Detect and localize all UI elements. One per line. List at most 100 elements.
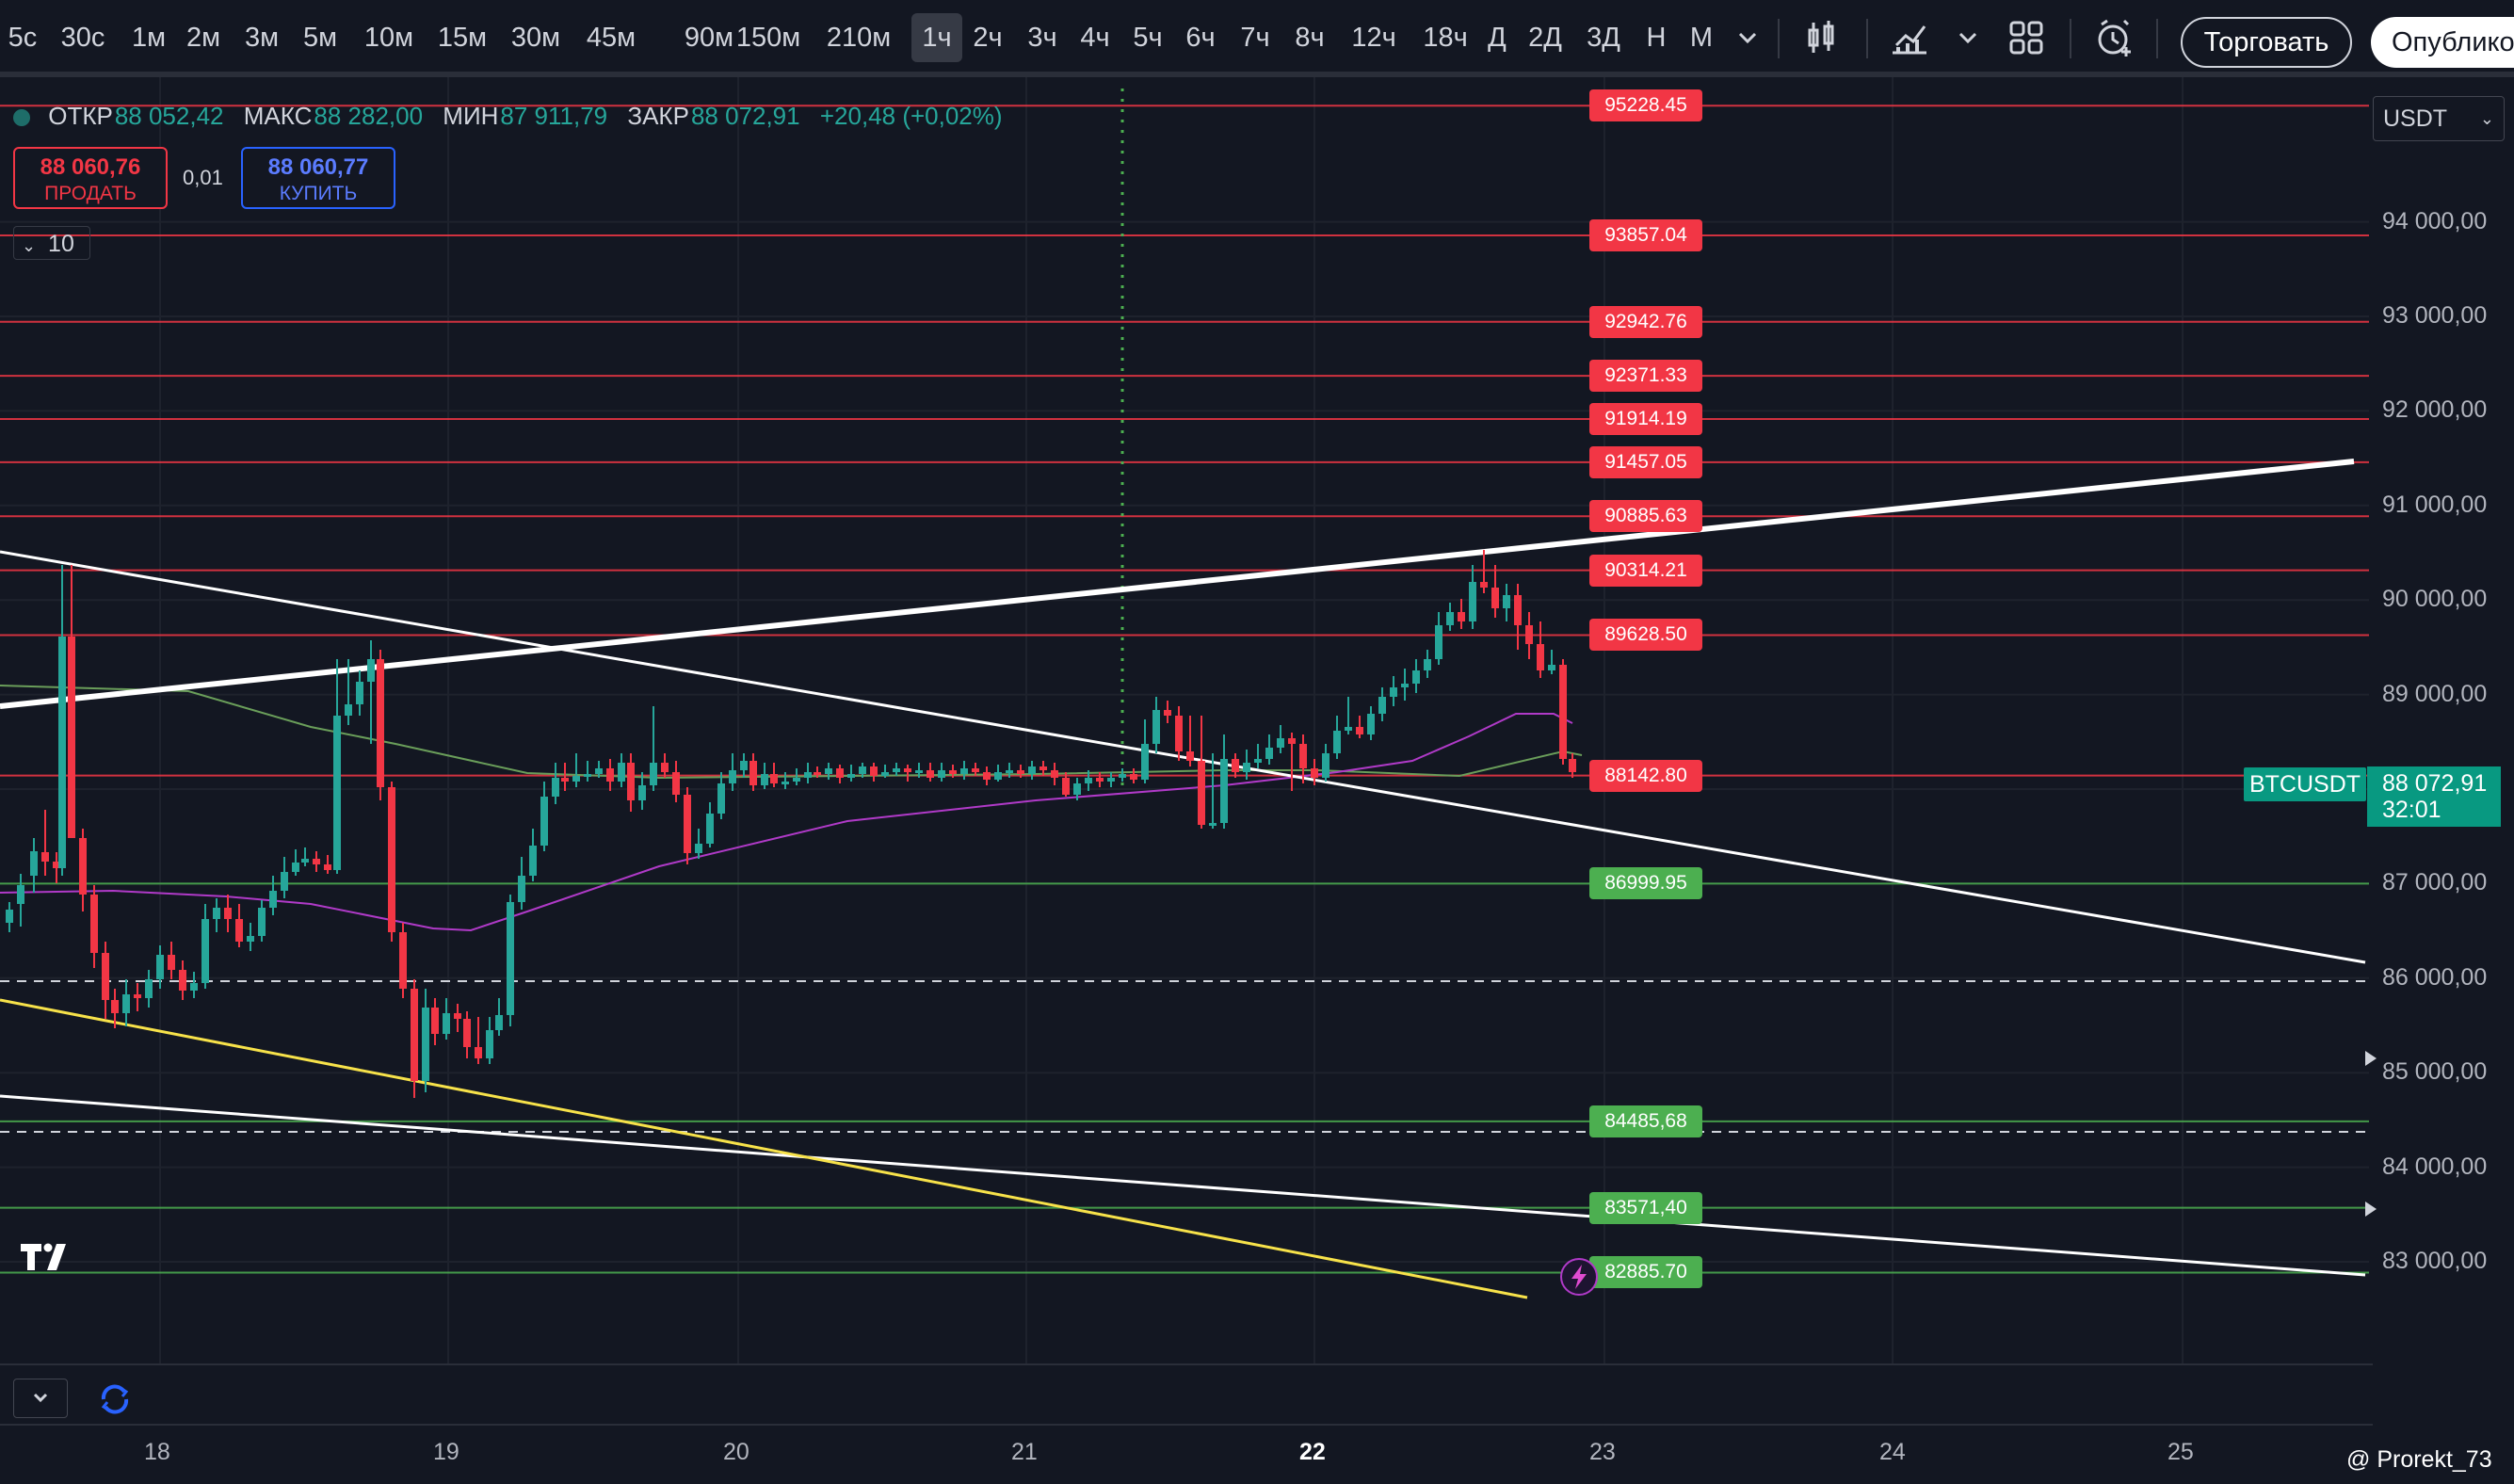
candle-body-131[interactable] bbox=[1458, 612, 1465, 621]
level-label-4[interactable]: 91914.19 bbox=[1589, 403, 1702, 435]
candle-body-32[interactable] bbox=[356, 682, 363, 704]
candle-body-126[interactable] bbox=[1401, 684, 1409, 687]
candle-body-36[interactable] bbox=[399, 932, 407, 989]
candle-body-100[interactable] bbox=[1107, 778, 1115, 782]
candle-body-16[interactable] bbox=[179, 970, 186, 991]
chevron-down-icon[interactable] bbox=[1725, 15, 1770, 60]
candle-body-7[interactable] bbox=[79, 838, 87, 895]
candle-body-6[interactable] bbox=[68, 637, 75, 838]
timeframe-21[interactable]: 12ч bbox=[1351, 23, 1396, 53]
candle-body-103[interactable] bbox=[1141, 744, 1149, 780]
candle-body-141[interactable] bbox=[1569, 759, 1576, 772]
candle-body-93[interactable] bbox=[1028, 766, 1036, 774]
candle-body-2[interactable] bbox=[30, 851, 38, 876]
candle-body-110[interactable] bbox=[1220, 759, 1228, 823]
timeframe-0[interactable]: 5с bbox=[8, 23, 38, 53]
candle-body-87[interactable] bbox=[960, 768, 968, 774]
candle-body-63[interactable] bbox=[695, 844, 702, 853]
trendline-ascending[interactable] bbox=[0, 459, 2355, 709]
candle-body-31[interactable] bbox=[345, 704, 352, 716]
candle-body-139[interactable] bbox=[1548, 665, 1555, 670]
candle-body-14[interactable] bbox=[156, 955, 164, 979]
timeframe-1[interactable]: 30с bbox=[60, 23, 105, 53]
candle-body-130[interactable] bbox=[1446, 612, 1454, 625]
candle-body-61[interactable] bbox=[672, 772, 680, 795]
candle-body-109[interactable] bbox=[1209, 823, 1217, 826]
candle-body-115[interactable] bbox=[1277, 738, 1284, 748]
candle-body-76[interactable] bbox=[836, 768, 844, 778]
level-label-5[interactable]: 91457.05 bbox=[1589, 445, 1702, 478]
candle-body-10[interactable] bbox=[111, 1000, 119, 1013]
timeframe-6[interactable]: 10м bbox=[363, 23, 414, 53]
candle-body-104[interactable] bbox=[1152, 710, 1160, 744]
candle-body-101[interactable] bbox=[1119, 774, 1126, 778]
level-label-8[interactable]: 89628.50 bbox=[1589, 619, 1702, 652]
candle-body-86[interactable] bbox=[949, 770, 957, 774]
candle-body-108[interactable] bbox=[1198, 761, 1205, 825]
candle-body-52[interactable] bbox=[572, 776, 580, 782]
candle-body-65[interactable] bbox=[717, 783, 725, 814]
candle-body-77[interactable] bbox=[847, 774, 855, 778]
candle-body-121[interactable] bbox=[1345, 727, 1352, 731]
candle-body-46[interactable] bbox=[507, 902, 514, 1015]
candle-body-79[interactable] bbox=[870, 766, 878, 776]
candle-body-123[interactable] bbox=[1367, 714, 1375, 734]
trendline-descending-upper[interactable] bbox=[0, 550, 2366, 964]
candle-body-24[interactable] bbox=[269, 891, 277, 908]
candle-body-4[interactable] bbox=[53, 862, 60, 868]
candle-body-129[interactable] bbox=[1435, 625, 1442, 659]
candle-body-122[interactable] bbox=[1356, 727, 1363, 734]
layout-icon[interactable] bbox=[2004, 15, 2049, 60]
candle-body-127[interactable] bbox=[1412, 670, 1420, 684]
candle-body-26[interactable] bbox=[292, 863, 299, 872]
candle-body-95[interactable] bbox=[1051, 770, 1058, 778]
candle-body-33[interactable] bbox=[367, 659, 375, 682]
candle-body-15[interactable] bbox=[168, 955, 175, 970]
candle-body-39[interactable] bbox=[431, 1008, 439, 1034]
candle-body-137[interactable] bbox=[1525, 625, 1533, 644]
candle-body-125[interactable] bbox=[1390, 687, 1397, 697]
candle-body-113[interactable] bbox=[1254, 759, 1262, 763]
price-chart[interactable] bbox=[0, 77, 2514, 1484]
level-label-6[interactable]: 90885.63 bbox=[1589, 500, 1702, 533]
candle-body-73[interactable] bbox=[804, 772, 812, 778]
timeframe-26[interactable]: Н bbox=[1646, 23, 1667, 53]
candle-body-85[interactable] bbox=[938, 770, 945, 778]
candle-body-69[interactable] bbox=[761, 774, 768, 785]
candle-body-135[interactable] bbox=[1503, 595, 1510, 608]
candle-body-8[interactable] bbox=[90, 895, 98, 953]
candle-body-44[interactable] bbox=[486, 1030, 493, 1058]
candle-body-37[interactable] bbox=[411, 989, 418, 1081]
candle-body-25[interactable] bbox=[281, 872, 288, 891]
visibility-dot-icon[interactable] bbox=[13, 109, 30, 127]
timeframe-13[interactable]: 1ч bbox=[911, 13, 962, 62]
level-label-7[interactable]: 90314.21 bbox=[1589, 554, 1702, 587]
candle-body-111[interactable] bbox=[1232, 759, 1239, 772]
timeframe-10[interactable]: 90м bbox=[684, 23, 734, 53]
candle-body-98[interactable] bbox=[1085, 778, 1092, 783]
candle-body-40[interactable] bbox=[443, 1013, 450, 1034]
candle-body-13[interactable] bbox=[145, 979, 153, 998]
lightning-icon[interactable] bbox=[1558, 1256, 1600, 1298]
candle-body-23[interactable] bbox=[258, 908, 266, 936]
candle-body-107[interactable] bbox=[1186, 751, 1194, 761]
candle-body-116[interactable] bbox=[1288, 738, 1296, 744]
currency-select[interactable]: USDT ⌄ bbox=[2373, 96, 2505, 141]
candle-body-117[interactable] bbox=[1299, 744, 1307, 768]
timeframe-4[interactable]: 3м bbox=[244, 23, 280, 53]
collapse-button[interactable] bbox=[13, 1379, 68, 1418]
trade-button[interactable]: Торговать bbox=[2181, 17, 2352, 68]
candle-body-128[interactable] bbox=[1424, 659, 1431, 670]
timeframe-12[interactable]: 210м bbox=[826, 23, 892, 53]
timeframe-27[interactable]: М bbox=[1689, 23, 1714, 53]
candle-body-112[interactable] bbox=[1243, 763, 1250, 772]
candle-body-5[interactable] bbox=[58, 637, 66, 868]
candle-body-18[interactable] bbox=[201, 919, 209, 983]
timeframe-22[interactable]: 18ч bbox=[1423, 23, 1468, 53]
candle-body-68[interactable] bbox=[749, 761, 757, 785]
tradingview-logo-icon[interactable] bbox=[19, 1238, 79, 1276]
candle-body-50[interactable] bbox=[552, 778, 559, 797]
timeframe-7[interactable]: 15м bbox=[437, 23, 488, 53]
candle-body-83[interactable] bbox=[915, 770, 923, 773]
indicators-icon[interactable] bbox=[1887, 15, 1932, 60]
